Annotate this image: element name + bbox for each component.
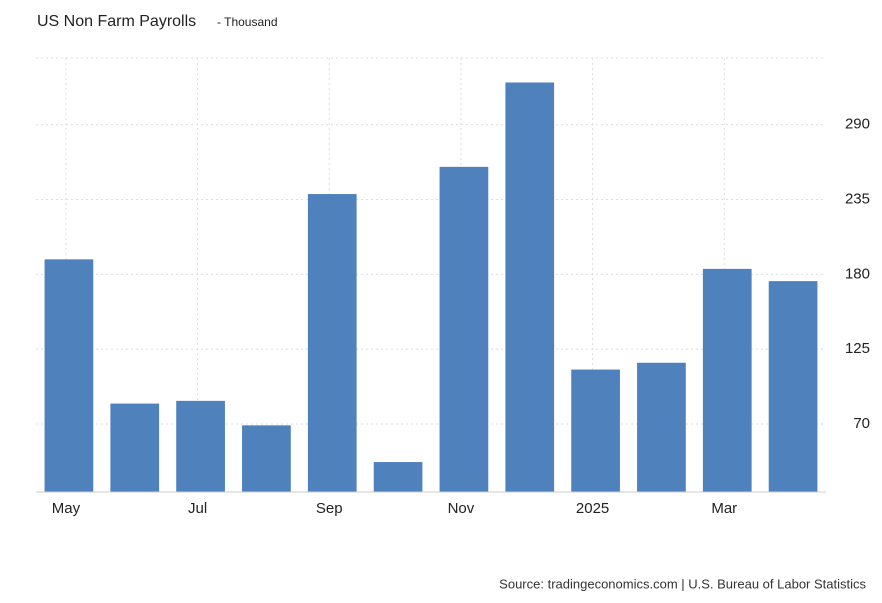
x-tick-label: 2025	[576, 500, 609, 517]
chart-subtitle: - Thousand	[217, 15, 278, 29]
x-tick-label: Jul	[188, 500, 207, 517]
y-tick-label: 235	[845, 190, 870, 207]
y-tick-label: 180	[845, 265, 870, 282]
bar	[768, 281, 818, 492]
bar	[439, 166, 489, 492]
chart-title: US Non Farm Payrolls	[37, 13, 196, 30]
bar	[242, 425, 291, 492]
x-tick-label: Mar	[711, 500, 737, 517]
bar	[110, 403, 160, 492]
x-tick-label: Sep	[316, 500, 343, 517]
bar	[307, 194, 357, 492]
bar	[702, 268, 752, 492]
y-tick-label: 70	[853, 415, 870, 432]
bar	[505, 82, 555, 493]
source: Source: tradingeconomics.com | U.S. Bure…	[499, 576, 866, 591]
bar	[637, 362, 686, 492]
x-tick-label: May	[52, 500, 81, 517]
y-tick-label: 290	[845, 116, 870, 133]
y-tick-label: 125	[845, 340, 870, 357]
bar	[44, 259, 94, 492]
x-tick-label: Nov	[448, 500, 475, 517]
bar	[571, 369, 620, 492]
bar	[176, 400, 225, 492]
bar	[373, 462, 423, 492]
